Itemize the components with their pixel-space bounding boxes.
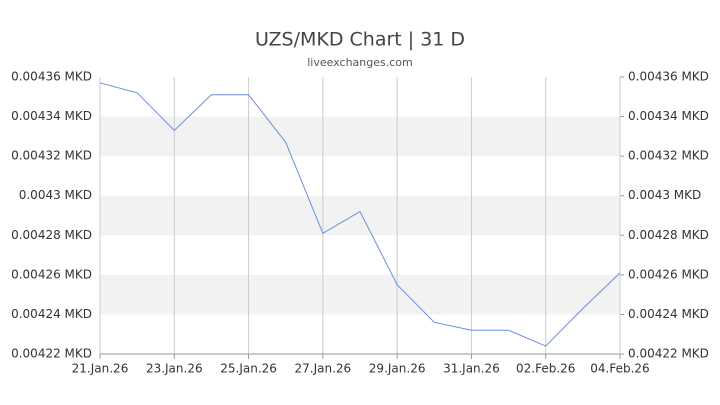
- x-tick-label: 23.Jan.26: [146, 362, 203, 376]
- x-tick-label: 21.Jan.26: [72, 362, 129, 376]
- x-tick-label: 27.Jan.26: [295, 362, 352, 376]
- y-tick-label: 0.00426 MKD: [11, 267, 92, 281]
- x-tick-label: 04.Feb.26: [590, 362, 649, 376]
- y-tick-label: 0.00436 MKD: [11, 70, 92, 84]
- y2-tick-label: 0.00436 MKD: [628, 70, 709, 84]
- chart-title: UZS/MKD Chart | 31 D: [255, 29, 465, 51]
- grid-band: [100, 116, 620, 157]
- y-tick-label: 0.00428 MKD: [11, 228, 92, 242]
- grid-band: [100, 274, 620, 315]
- x-tick-label: 31.Jan.26: [443, 362, 500, 376]
- y2-tick-label: 0.00432 MKD: [628, 149, 709, 163]
- chart-subtitle: liveexchanges.com: [307, 56, 412, 69]
- y2-tick-label: 0.00422 MKD: [628, 347, 709, 361]
- y-tick-label: 0.00432 MKD: [11, 149, 92, 163]
- y-tick-label: 0.00434 MKD: [11, 109, 92, 123]
- y2-tick-label: 0.00434 MKD: [628, 109, 709, 123]
- data-line: [99, 82, 621, 347]
- y2-tick-label: 0.0043 MKD: [628, 188, 701, 202]
- x-tick-label: 25.Jan.26: [220, 362, 277, 376]
- y2-tick-label: 0.00424 MKD: [628, 307, 709, 321]
- y2-tick-label: 0.00428 MKD: [628, 228, 709, 242]
- y-tick-label: 0.0043 MKD: [19, 188, 92, 202]
- x-tick-label: 02.Feb.26: [516, 362, 575, 376]
- y-tick-label: 0.00424 MKD: [11, 307, 92, 321]
- y2-tick-label: 0.00426 MKD: [628, 267, 709, 281]
- grid-band: [100, 195, 620, 236]
- x-tick-label: 29.Jan.26: [369, 362, 426, 376]
- y-tick-label: 0.00422 MKD: [11, 347, 92, 361]
